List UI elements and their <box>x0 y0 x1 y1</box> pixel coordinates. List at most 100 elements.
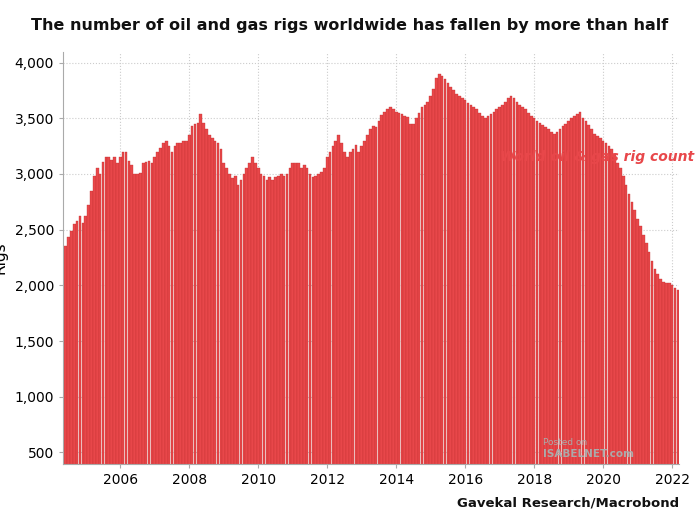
Bar <box>662 282 665 508</box>
Bar <box>441 76 444 508</box>
Bar <box>234 176 237 508</box>
Bar <box>458 96 461 508</box>
Bar <box>403 116 406 508</box>
Bar <box>317 174 320 508</box>
Bar <box>619 168 622 508</box>
Bar <box>257 168 260 508</box>
Bar <box>582 118 584 508</box>
Bar <box>130 165 133 508</box>
Bar <box>360 146 363 508</box>
Bar <box>148 161 150 508</box>
Bar <box>496 109 498 508</box>
Bar <box>85 216 87 508</box>
Bar <box>202 123 205 508</box>
Bar <box>610 149 613 508</box>
Bar <box>524 109 527 508</box>
Bar <box>512 98 515 508</box>
Bar <box>584 121 587 508</box>
Bar <box>467 102 470 508</box>
Bar <box>326 157 328 508</box>
Bar <box>673 287 676 508</box>
Bar <box>651 261 653 508</box>
Bar <box>176 143 179 508</box>
Bar <box>415 118 418 508</box>
Bar <box>541 125 544 508</box>
Bar <box>550 132 553 508</box>
Bar <box>111 160 113 508</box>
Bar <box>567 121 570 508</box>
Bar <box>343 152 346 508</box>
Bar <box>659 279 662 508</box>
Bar <box>323 168 326 508</box>
Bar <box>194 124 196 508</box>
Bar <box>309 174 312 508</box>
Bar <box>634 210 636 508</box>
Bar <box>214 141 216 508</box>
Bar <box>150 163 153 508</box>
Bar <box>99 174 101 508</box>
Bar <box>254 163 257 508</box>
Bar <box>590 129 593 508</box>
Bar <box>622 176 624 508</box>
Bar <box>671 285 673 508</box>
Bar <box>142 163 145 508</box>
Bar <box>168 146 170 508</box>
Bar <box>608 146 610 508</box>
Bar <box>145 162 148 508</box>
Bar <box>504 101 507 508</box>
Bar <box>639 226 642 508</box>
Bar <box>246 168 248 508</box>
Bar <box>272 180 274 508</box>
Bar <box>159 148 162 508</box>
Bar <box>223 163 225 508</box>
Bar <box>522 107 524 508</box>
Bar <box>587 125 590 508</box>
Bar <box>682 292 685 508</box>
Bar <box>104 157 107 508</box>
Bar <box>481 116 484 508</box>
Bar <box>547 129 550 508</box>
Bar <box>231 178 234 508</box>
Bar <box>648 252 650 508</box>
Bar <box>286 174 288 508</box>
Bar <box>691 297 694 508</box>
Bar <box>251 157 254 508</box>
Bar <box>133 174 136 508</box>
Bar <box>444 79 447 508</box>
Bar <box>559 129 561 508</box>
Bar <box>389 107 392 508</box>
Bar <box>484 118 486 508</box>
Bar <box>217 143 219 508</box>
Bar <box>225 168 228 508</box>
Bar <box>242 174 245 508</box>
Bar <box>329 152 331 508</box>
Bar <box>335 141 337 508</box>
Bar <box>564 124 567 508</box>
Bar <box>490 114 492 508</box>
Bar <box>680 291 682 508</box>
Bar <box>447 83 449 508</box>
Bar <box>435 78 438 508</box>
Bar <box>199 114 202 508</box>
Bar <box>67 237 70 508</box>
Bar <box>432 90 435 508</box>
Bar <box>136 174 139 508</box>
Bar <box>268 177 271 508</box>
Bar <box>519 105 521 508</box>
Bar <box>654 269 656 508</box>
Bar <box>291 163 294 508</box>
Bar <box>78 216 81 508</box>
Bar <box>645 243 648 508</box>
Bar <box>156 152 159 508</box>
Bar <box>366 135 369 508</box>
Bar <box>616 163 619 508</box>
Bar <box>527 113 530 508</box>
Bar <box>386 109 389 508</box>
Bar <box>573 116 575 508</box>
Bar <box>294 163 297 508</box>
Bar <box>102 162 104 508</box>
Bar <box>507 98 510 508</box>
Bar <box>88 205 90 508</box>
Bar <box>407 117 409 508</box>
Bar <box>162 143 164 508</box>
